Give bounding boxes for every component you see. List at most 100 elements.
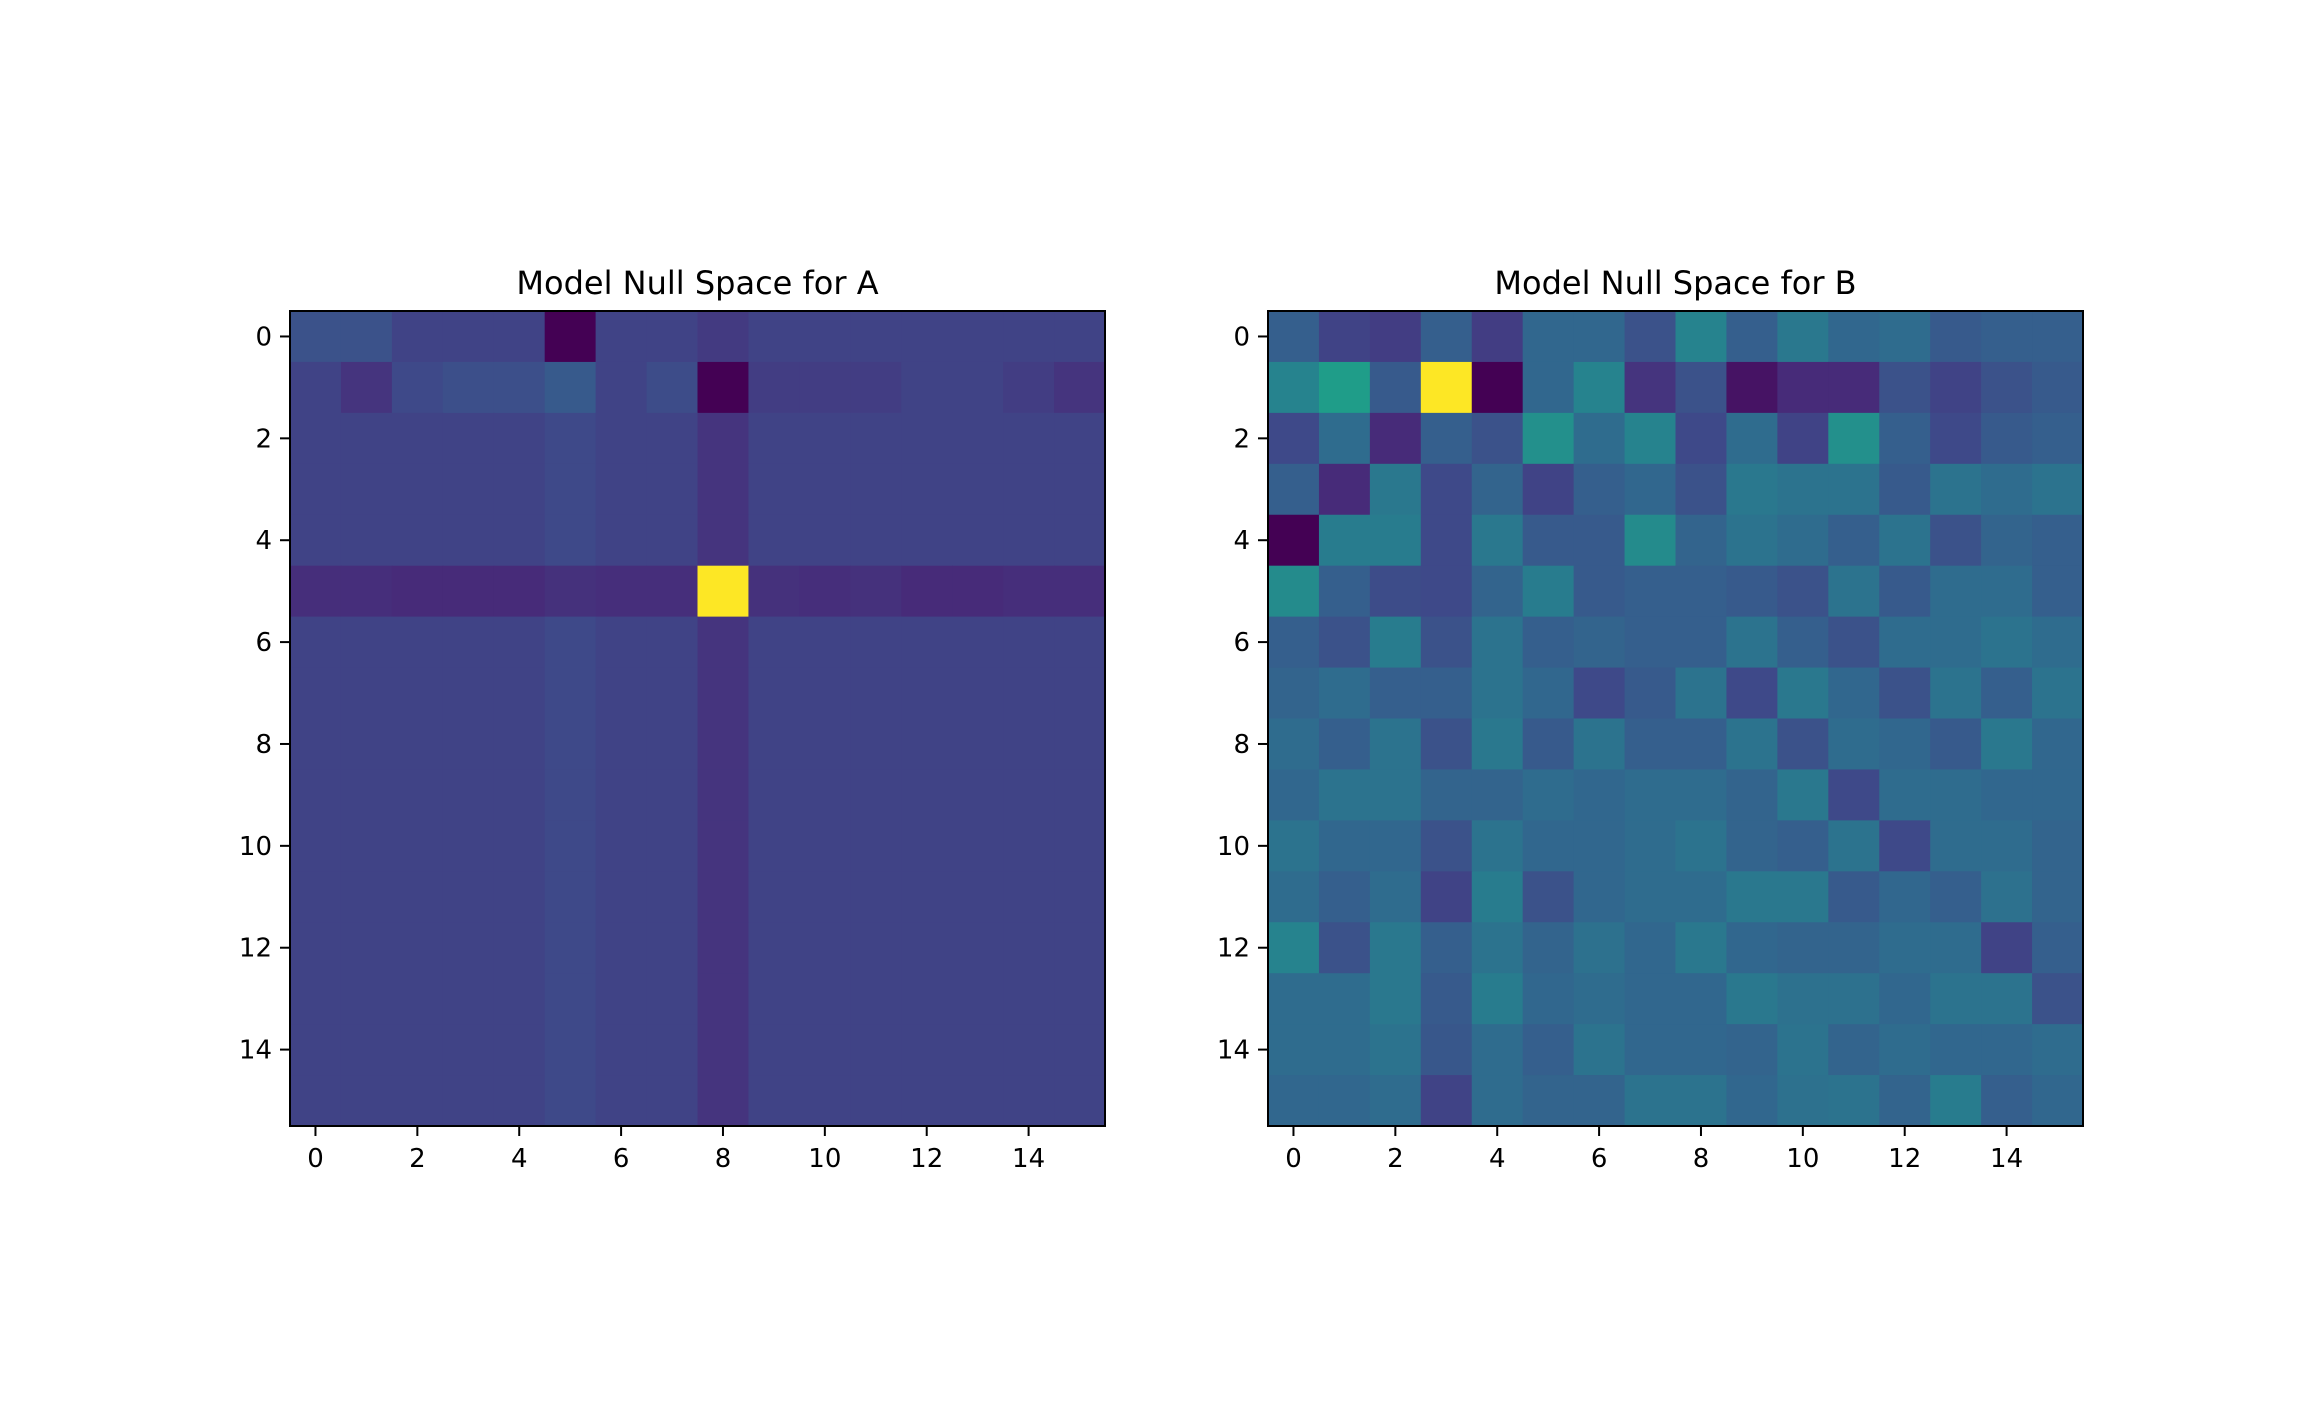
heatmap-cell (697, 616, 750, 669)
heatmap-cell (1879, 361, 1931, 414)
heatmap-cell (1318, 667, 1371, 720)
heatmap-cell (1522, 922, 1575, 974)
heatmap-cell (646, 412, 699, 465)
heatmap-cell (340, 820, 393, 872)
heatmap-cell (595, 820, 648, 872)
heatmap-cell (1420, 871, 1473, 923)
heatmap-cell (493, 565, 546, 618)
heatmap-cell (1930, 820, 1982, 872)
heatmap-cell (391, 1075, 444, 1127)
heatmap-cell (442, 565, 495, 618)
heatmap-cell (952, 718, 1004, 771)
heatmap-cell (1675, 1075, 1728, 1127)
heatmap-cell (799, 311, 851, 363)
heatmap-cell (1054, 769, 1106, 821)
heatmap-cell (799, 463, 851, 516)
heatmap-cell (2032, 667, 2084, 720)
heatmap-cell (595, 1024, 648, 1076)
heatmap-cell (1318, 463, 1371, 516)
heatmap-cell (697, 1024, 750, 1076)
heatmap-cell (901, 361, 953, 414)
heatmap-cell (952, 412, 1004, 465)
heatmap-cell (391, 922, 444, 974)
heatmap-cell (748, 565, 800, 618)
heatmap-cell (1726, 1024, 1778, 1076)
heatmap-cell (1828, 565, 1880, 618)
heatmap-cell (1573, 412, 1626, 465)
heatmap-cell (646, 871, 699, 923)
heatmap-cell (1471, 1075, 1524, 1127)
heatmap-cell (442, 514, 495, 567)
x-tick-label-a: 10 (808, 1144, 841, 1174)
heatmap-cell (850, 871, 902, 923)
heatmap-cell (952, 922, 1004, 974)
heatmap-cell (1777, 1075, 1829, 1127)
heatmap-cell (1726, 871, 1778, 923)
heatmap-cell (952, 565, 1004, 618)
heatmap-cell (290, 361, 342, 414)
heatmap-cell (1675, 667, 1728, 720)
heatmap-cell (595, 616, 648, 669)
heatmap-cell (1573, 769, 1626, 821)
heatmap-cell (1675, 820, 1728, 872)
heatmap-cell (1981, 565, 2033, 618)
heatmap-cell (850, 1075, 902, 1127)
heatmap-cell (646, 1075, 699, 1127)
heatmap-cell (901, 973, 953, 1025)
heatmap-cell (1268, 412, 1320, 465)
heatmap-cell (901, 871, 953, 923)
heatmap-cell (340, 514, 393, 567)
heatmap-cell (493, 616, 546, 669)
heatmap-cell (1471, 667, 1524, 720)
heatmap-cell (1420, 1075, 1473, 1127)
heatmap-cell (1522, 565, 1575, 618)
heatmap-cell (1675, 769, 1728, 821)
heatmap-cell (697, 361, 750, 414)
heatmap-cell (1675, 412, 1728, 465)
heatmap-panel-b: Model Null Space for B 0 2 4 6 8 10 12 14 0 2 4 6 8… (1217, 264, 2084, 1174)
heatmap-cell (1726, 1075, 1778, 1127)
heatmap-cell (340, 769, 393, 821)
heatmap-cell (1420, 718, 1473, 771)
heatmap-cell (1003, 311, 1055, 363)
heatmap-cell (493, 1075, 546, 1127)
heatmap-cell (1054, 412, 1106, 465)
heatmap-cell (1522, 973, 1575, 1025)
heatmap-cell (1879, 820, 1931, 872)
heatmap-cell (1420, 463, 1473, 516)
heatmap-cell (1369, 871, 1422, 923)
heatmap-cell (2032, 922, 2084, 974)
heatmap-cell (1369, 1024, 1422, 1076)
heatmap-panel-a: Model Null Space for A 0 2 4 6 8 10 12 14 0 2 4 6 8… (239, 264, 1106, 1174)
heatmap-cell (1930, 463, 1982, 516)
heatmap-cell (1879, 514, 1931, 567)
heatmap-cell (442, 1075, 495, 1127)
heatmap-cell (952, 311, 1004, 363)
heatmap-cell (1879, 769, 1931, 821)
heatmap-cell (391, 1024, 444, 1076)
heatmap-cell (1003, 922, 1055, 974)
y-axis-b: 0 2 4 6 8 10 12 14 (1217, 322, 1268, 1066)
y-tick-label-b: 12 (1217, 934, 1250, 964)
heatmap-cell (1828, 973, 1880, 1025)
heatmap-cell (1930, 311, 1982, 363)
heatmap-cell (595, 769, 648, 821)
heatmap-cell (952, 769, 1004, 821)
heatmap-cell (1981, 973, 2033, 1025)
heatmap-cell (1522, 361, 1575, 414)
heatmap-cell (1268, 361, 1320, 414)
heatmap-cell (1471, 514, 1524, 567)
x-tick-label-a: 8 (715, 1144, 732, 1174)
x-axis-a: 0 2 4 6 8 10 12 14 (307, 1126, 1045, 1174)
heatmap-cell (1054, 1075, 1106, 1127)
heatmap-cell (2032, 769, 2084, 821)
heatmap-cell (1726, 311, 1778, 363)
heatmap-cell (1522, 871, 1575, 923)
heatmap-cell (1054, 311, 1106, 363)
y-tick-label-a: 2 (255, 424, 272, 454)
heatmap-cell (1879, 565, 1931, 618)
heatmap-cell (1777, 820, 1829, 872)
heatmap-cell (1573, 973, 1626, 1025)
heatmap-cell (697, 1075, 750, 1127)
heatmap-cell (1879, 616, 1931, 669)
